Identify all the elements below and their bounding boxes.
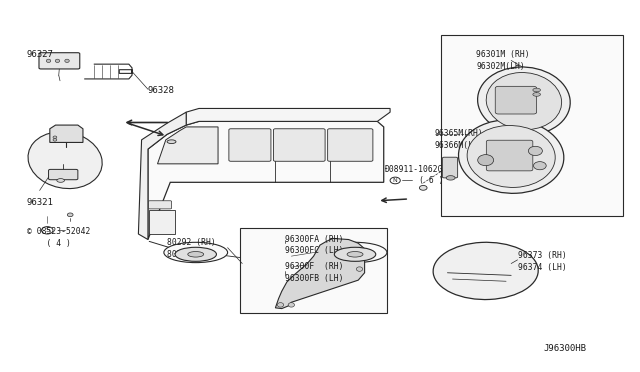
Ellipse shape	[446, 176, 455, 180]
FancyBboxPatch shape	[149, 210, 175, 234]
Text: 96373 (RH)
96374 (LH): 96373 (RH) 96374 (LH)	[518, 251, 566, 272]
Ellipse shape	[65, 59, 69, 62]
Ellipse shape	[334, 247, 376, 261]
Ellipse shape	[28, 132, 102, 189]
Text: S: S	[45, 227, 49, 233]
Text: 96328: 96328	[148, 86, 175, 94]
Ellipse shape	[356, 267, 363, 271]
Ellipse shape	[323, 242, 387, 263]
FancyBboxPatch shape	[229, 129, 271, 161]
FancyBboxPatch shape	[39, 53, 80, 69]
Ellipse shape	[53, 138, 57, 141]
Text: 96365M(RH)
96366M(LH): 96365M(RH) 96366M(LH)	[435, 129, 483, 150]
Polygon shape	[157, 127, 218, 164]
Polygon shape	[50, 125, 83, 142]
Polygon shape	[138, 112, 186, 240]
FancyBboxPatch shape	[148, 201, 172, 209]
Ellipse shape	[288, 303, 294, 307]
Ellipse shape	[467, 125, 556, 187]
Ellipse shape	[529, 146, 542, 155]
Text: 80292 (RH)
80293 (LH): 80292 (RH) 80293 (LH)	[167, 238, 216, 259]
Ellipse shape	[534, 161, 546, 170]
Ellipse shape	[57, 179, 65, 182]
Ellipse shape	[167, 140, 176, 144]
Ellipse shape	[67, 213, 73, 217]
Ellipse shape	[433, 242, 538, 299]
Text: 96321: 96321	[27, 198, 54, 207]
Text: © 08523-52042
    ( 4 ): © 08523-52042 ( 4 )	[27, 227, 90, 248]
Text: 96300FA (RH)
96300FC (LH): 96300FA (RH) 96300FC (LH)	[285, 235, 344, 256]
Ellipse shape	[533, 88, 540, 92]
Ellipse shape	[55, 59, 60, 62]
Polygon shape	[275, 238, 365, 309]
FancyBboxPatch shape	[495, 86, 537, 114]
Ellipse shape	[486, 73, 562, 130]
FancyBboxPatch shape	[486, 140, 533, 171]
FancyBboxPatch shape	[49, 169, 78, 180]
Ellipse shape	[175, 247, 216, 261]
Ellipse shape	[53, 136, 57, 138]
Ellipse shape	[188, 251, 204, 257]
Text: Ð08911-1062G
       ( 6 ): Ð08911-1062G ( 6 )	[385, 164, 444, 185]
Text: N: N	[393, 178, 397, 183]
Ellipse shape	[477, 67, 570, 135]
Text: 96300F  (RH)
96300FB (LH): 96300F (RH) 96300FB (LH)	[285, 262, 344, 283]
FancyBboxPatch shape	[273, 129, 325, 161]
FancyBboxPatch shape	[442, 157, 458, 178]
Ellipse shape	[477, 155, 493, 166]
Ellipse shape	[458, 119, 564, 193]
Ellipse shape	[347, 251, 363, 257]
Text: J96300HB: J96300HB	[543, 344, 586, 353]
Polygon shape	[148, 121, 384, 240]
Polygon shape	[186, 109, 390, 125]
Ellipse shape	[46, 59, 51, 62]
Ellipse shape	[164, 242, 228, 263]
Ellipse shape	[419, 186, 427, 190]
Text: 96327: 96327	[27, 51, 54, 60]
FancyBboxPatch shape	[441, 35, 623, 215]
Text: 96301M (RH)
96302M(LH): 96301M (RH) 96302M(LH)	[476, 50, 530, 71]
Ellipse shape	[277, 303, 284, 307]
Ellipse shape	[533, 93, 540, 96]
FancyBboxPatch shape	[328, 129, 373, 161]
FancyBboxPatch shape	[241, 228, 387, 313]
